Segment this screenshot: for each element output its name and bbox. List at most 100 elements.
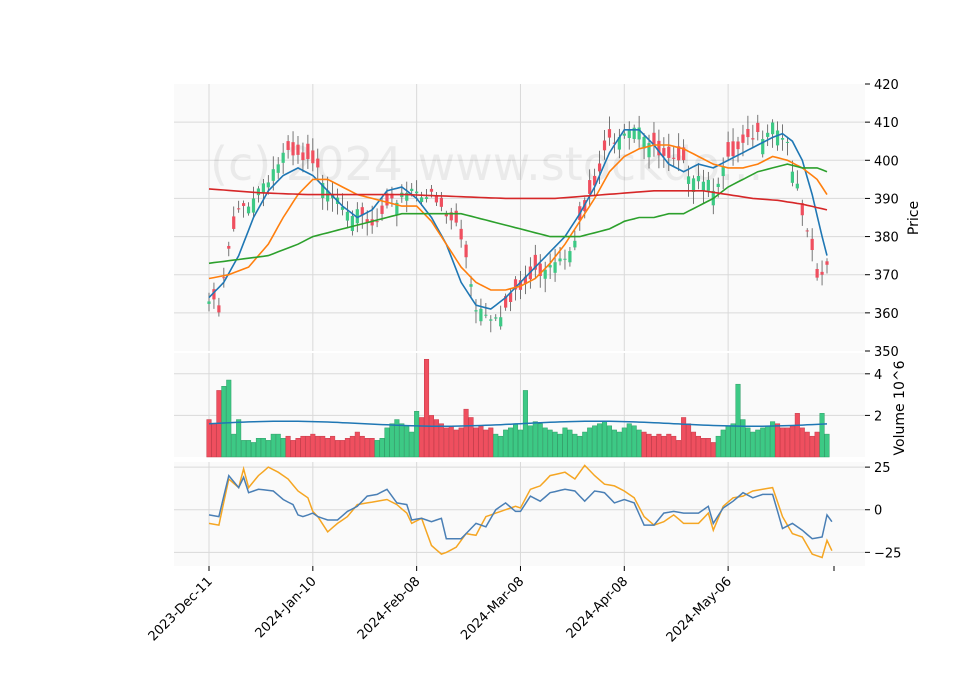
volume-bar [631,425,637,458]
volume-bar [661,435,667,458]
candle-down [232,216,236,229]
candle-down [533,254,537,270]
volume-bar [473,427,479,458]
candle-up [780,138,785,140]
volume-bar [428,415,435,458]
volume-bar [517,429,523,458]
candle-down [454,210,458,223]
candle-down [523,276,528,285]
volume-bar [799,427,805,458]
volume-bar [290,440,296,458]
candle-down [810,238,814,251]
volume-bar [616,431,622,458]
candle-up [647,143,651,158]
candle-down [434,195,439,203]
volume-bar [760,427,766,458]
candle-up [326,190,330,202]
candle-up [573,240,577,248]
candle-up [543,269,547,279]
candle-down [444,214,448,217]
volume-bar [730,423,736,458]
candle-up [622,133,626,136]
volume-bar [824,433,830,458]
volume-bar [775,423,781,458]
volume-bar [765,425,771,458]
candle-up [484,314,488,316]
volume-bar [339,440,346,458]
volume-bar [770,421,776,458]
price-tick-label: 350 [874,345,899,360]
candle-down [385,193,389,206]
candle-down [682,147,686,161]
volume-bar [453,429,459,458]
volume-bar [745,427,751,458]
volume-bar [527,425,533,458]
volume-bar [354,431,360,458]
candle-down [602,140,607,151]
volume-bar [448,425,454,458]
candle-down [227,245,231,249]
candle-down [370,219,374,226]
price-ma-line [208,188,828,211]
candle-down [217,305,221,313]
candle-up [642,136,646,149]
volume-bar [636,429,642,458]
volume-bar [374,440,380,458]
volume-bar [532,421,538,458]
volume-bar [720,429,726,458]
oscillator-tick-label: −25 [874,546,901,561]
volume-bar [641,431,647,458]
volume-bar [226,379,232,458]
candle-up [424,197,429,199]
volume-bar [300,435,306,458]
volume-bar [700,438,706,458]
candle-down [746,128,750,138]
volume-bar [582,431,588,458]
volume-bar [483,429,489,458]
volume-bar [656,433,662,458]
volume-bar [592,425,598,458]
candle-down [242,203,246,206]
volume-bar [463,408,469,458]
volume-bar [503,429,509,458]
candle-up [761,139,765,155]
volume-bar [330,435,336,458]
volume-bar [424,358,430,458]
volume-bar [275,433,281,458]
candle-down [222,277,226,279]
candle-up [766,132,770,137]
volume-bar [552,431,558,458]
date-tick-label: 2024-Feb-08 [355,574,424,643]
price-tick-label: 420 [874,78,899,93]
volume-ma-line [208,420,828,427]
volume-bar [651,435,657,458]
candle-down [212,289,216,300]
candle-up [355,209,359,224]
candle-down [360,207,364,216]
volume-bar [710,442,716,458]
volume-bar [349,435,355,458]
volume-bar [325,438,331,458]
volume-bar [562,427,568,458]
candle-down [612,142,617,144]
candle-up [775,130,780,146]
candle-up [410,188,414,191]
volume-bar [285,435,291,458]
candle-up [795,183,799,189]
volume-bar [443,427,449,458]
candle-down [508,292,513,302]
volume-bar [789,425,795,458]
volume-bar [750,431,756,458]
volume-bar [690,431,697,458]
candle-down [464,244,468,258]
volume-bar [404,425,410,458]
candle-down [380,205,384,214]
date-tick-label: 2024-May-06 [664,574,735,645]
volume-bar [676,440,682,458]
candle-down [736,141,740,150]
candle-down [306,143,310,159]
candle-up [701,181,706,191]
volume-bar [419,417,425,458]
volume-bar [784,427,790,458]
volume-bar [280,438,286,458]
